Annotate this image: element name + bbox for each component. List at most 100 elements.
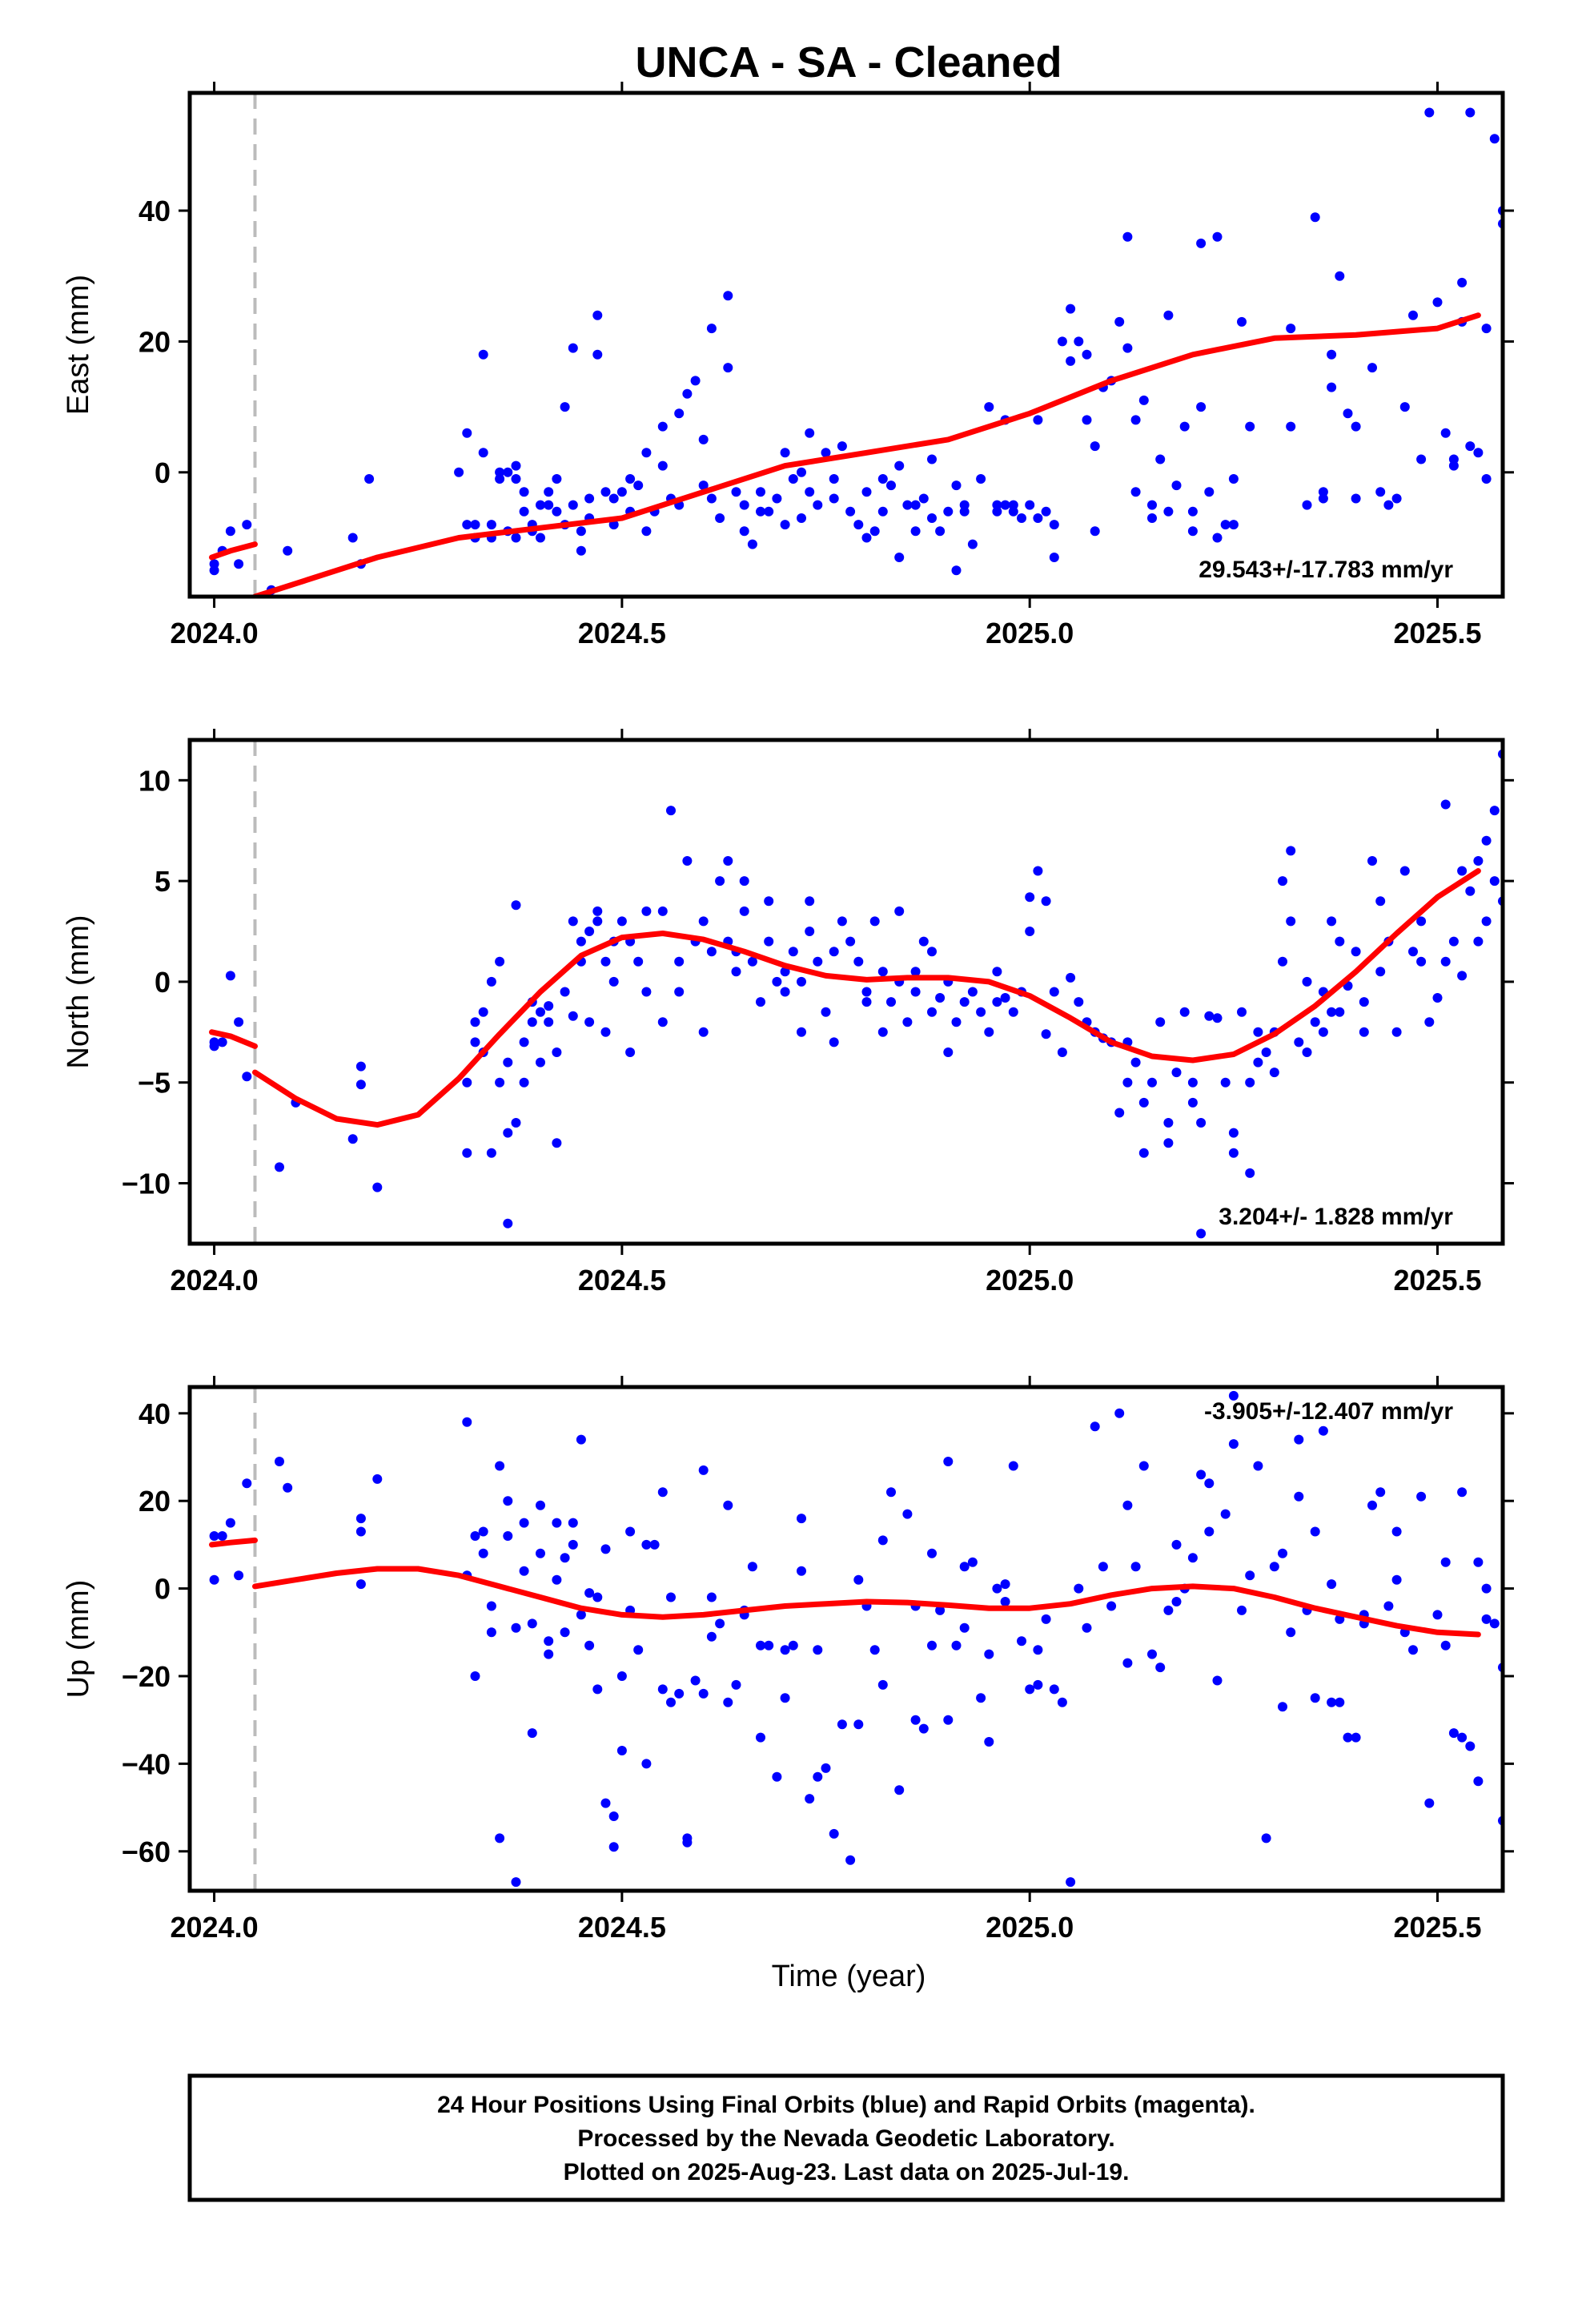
north-data-point bbox=[1074, 997, 1084, 1007]
up-data-point bbox=[1432, 1610, 1443, 1620]
up-data-point bbox=[209, 1531, 219, 1541]
east-data-point bbox=[756, 487, 765, 497]
up-data-point bbox=[536, 1548, 545, 1558]
up-data-point bbox=[1245, 1570, 1255, 1581]
east-data-point bbox=[927, 454, 937, 464]
up-data-point bbox=[1294, 1434, 1304, 1445]
east-data-point bbox=[242, 520, 252, 530]
up-data-point bbox=[1171, 1539, 1182, 1550]
up-data-point bbox=[1465, 1741, 1476, 1751]
east-data-point bbox=[592, 310, 603, 320]
east-data-point bbox=[837, 441, 847, 452]
east-data-point bbox=[1310, 212, 1320, 223]
east-data-point bbox=[511, 533, 521, 543]
north-data-point bbox=[1057, 1047, 1067, 1057]
north-data-point bbox=[1424, 1017, 1435, 1027]
north-data-point bbox=[1489, 806, 1500, 816]
up-data-point bbox=[886, 1487, 896, 1498]
north-data-point bbox=[355, 1061, 366, 1072]
north-data-point bbox=[1318, 1027, 1328, 1037]
east-data-point bbox=[495, 474, 505, 484]
east-data-point bbox=[1481, 474, 1492, 484]
up-plot-frame bbox=[187, 1385, 1505, 1893]
north-x-tick-label: 2024.5 bbox=[578, 1264, 666, 1297]
north-data-point bbox=[1481, 916, 1492, 927]
north-y-tick-label: −5 bbox=[138, 1067, 171, 1100]
up-data-point bbox=[943, 1457, 954, 1466]
north-data-point bbox=[682, 856, 693, 866]
north-data-point bbox=[797, 976, 806, 987]
up-data-point bbox=[478, 1548, 488, 1558]
north-data-point bbox=[715, 876, 725, 887]
east-data-point bbox=[519, 487, 529, 497]
up-data-point bbox=[1204, 1526, 1215, 1537]
up-data-point bbox=[698, 1688, 709, 1699]
north-data-point bbox=[1489, 876, 1500, 887]
up-x-tick-label: 2025.0 bbox=[986, 1911, 1074, 1944]
up-data-point bbox=[1228, 1439, 1239, 1449]
east-y-tick-label: 40 bbox=[139, 195, 171, 227]
north-data-point bbox=[225, 971, 235, 981]
up-data-point bbox=[666, 1592, 676, 1602]
east-data-point bbox=[1147, 513, 1157, 523]
east-data-point bbox=[225, 526, 235, 537]
up-data-point bbox=[1187, 1553, 1198, 1563]
up-data-point bbox=[756, 1640, 765, 1651]
up-data-point bbox=[1351, 1732, 1361, 1743]
north-data-point bbox=[1138, 1097, 1149, 1108]
north-data-point bbox=[584, 927, 595, 936]
up-data-point bbox=[715, 1618, 725, 1629]
up-data-point bbox=[1196, 1470, 1207, 1480]
north-data-point bbox=[552, 1138, 562, 1148]
north-data-point bbox=[894, 906, 905, 916]
east-data-point bbox=[813, 500, 823, 510]
east-data-point bbox=[657, 421, 668, 432]
east-data-point bbox=[1424, 107, 1435, 118]
up-data-point bbox=[1367, 1500, 1377, 1510]
east-data-point bbox=[984, 402, 994, 412]
east-data-point bbox=[706, 324, 717, 334]
north-data-point bbox=[1000, 993, 1010, 1003]
east-data-point bbox=[576, 526, 586, 537]
up-data-point bbox=[625, 1526, 636, 1537]
up-data-point bbox=[544, 1636, 554, 1647]
up-data-point bbox=[225, 1518, 235, 1528]
east-data-point bbox=[1025, 500, 1035, 510]
up-data-point bbox=[1408, 1645, 1418, 1655]
north-data-point bbox=[519, 1037, 529, 1047]
north-data-point bbox=[1228, 1128, 1239, 1138]
up-data-point bbox=[723, 1500, 733, 1510]
east-data-point bbox=[1147, 500, 1157, 510]
east-data-point bbox=[992, 506, 1002, 517]
up-data-point bbox=[1269, 1562, 1279, 1572]
east-data-point bbox=[1090, 441, 1100, 452]
east-data-point bbox=[1130, 487, 1141, 497]
up-data-point bbox=[1220, 1509, 1231, 1519]
east-data-point bbox=[861, 533, 872, 543]
north-data-point bbox=[462, 1148, 472, 1158]
north-data-point bbox=[495, 956, 505, 967]
north-data-point bbox=[1220, 1077, 1231, 1088]
east-data-point bbox=[470, 520, 480, 530]
east-data-point bbox=[1090, 526, 1100, 537]
up-data-point bbox=[1204, 1478, 1215, 1489]
up-data-point bbox=[764, 1640, 774, 1651]
north-data-point bbox=[1033, 866, 1043, 876]
up-data-point bbox=[682, 1837, 693, 1848]
east-data-point bbox=[959, 506, 970, 517]
up-data-point bbox=[560, 1627, 570, 1638]
north-data-point bbox=[209, 1041, 219, 1051]
east-data-point bbox=[698, 480, 709, 491]
note-line-2: Processed by the Nevada Geodetic Laborat… bbox=[577, 2125, 1114, 2152]
east-data-point bbox=[1286, 421, 1296, 432]
up-data-point bbox=[1448, 1728, 1459, 1739]
east-data-point bbox=[1163, 310, 1174, 320]
north-data-point bbox=[1155, 1017, 1166, 1027]
north-panel: 2024.0 2024.5 2025.0 2025.5 −10 −5 0 5 10 North (… bbox=[62, 729, 1514, 1297]
east-data-point bbox=[544, 487, 554, 497]
north-data-point bbox=[1294, 1037, 1304, 1047]
up-data-point bbox=[355, 1514, 366, 1524]
up-data-point bbox=[478, 1526, 488, 1537]
up-data-point bbox=[355, 1526, 366, 1537]
north-data-point bbox=[1359, 1027, 1369, 1037]
